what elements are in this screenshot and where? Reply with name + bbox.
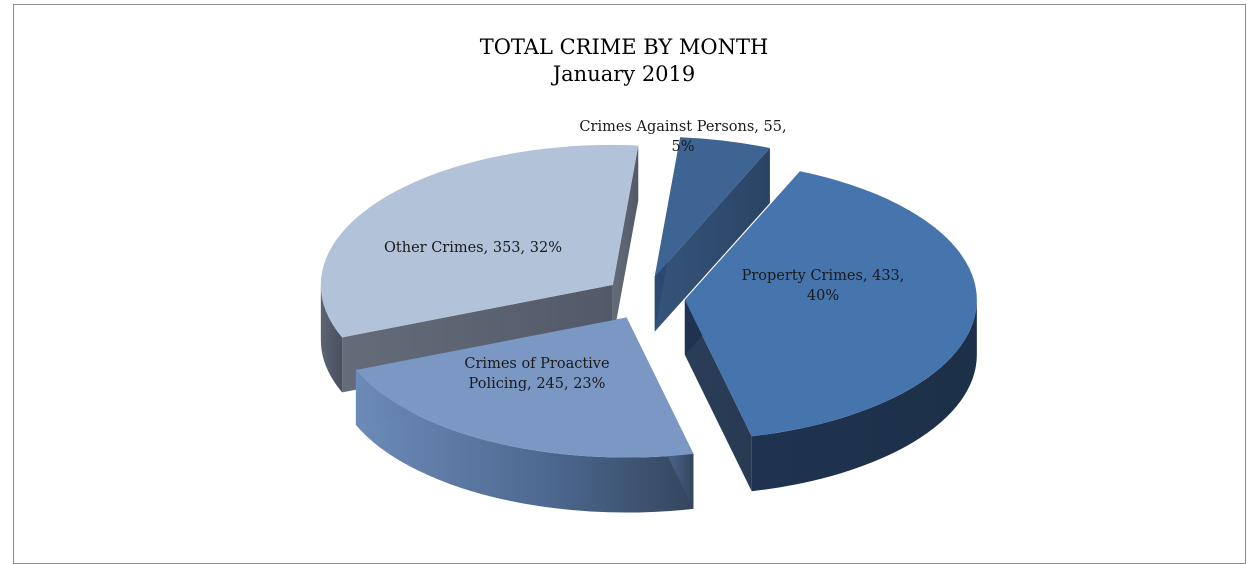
slice-top (355, 317, 694, 458)
slice-cut-face (654, 148, 770, 332)
slice-property-crimes (684, 171, 977, 492)
slice-crimes-against-persons (654, 137, 770, 332)
slice-top (684, 171, 977, 437)
data-label-property-crimes: Property Crimes, 433, 40% (742, 268, 905, 304)
data-label-crimes-against-persons: Crimes Against Persons, 55, 5% (579, 119, 786, 155)
data-label-other-crimes: Other Crimes, 353, 32% (384, 240, 562, 256)
slice-side (355, 370, 694, 513)
slice-cut-face (612, 145, 639, 340)
chart-subtitle: January 2019 (552, 62, 696, 86)
slice-side (751, 299, 977, 492)
slice-cut-face (684, 299, 752, 492)
slice-crimes-of-proactive-policing (355, 317, 694, 513)
slice-top (654, 137, 770, 277)
slice-top (320, 144, 639, 338)
slice-side (320, 284, 343, 393)
data-label-crimes-of-proactive-policing: Crimes of Proactive Policing, 245, 23% (464, 356, 609, 392)
chart-title: TOTAL CRIME BY MONTH (479, 35, 769, 59)
